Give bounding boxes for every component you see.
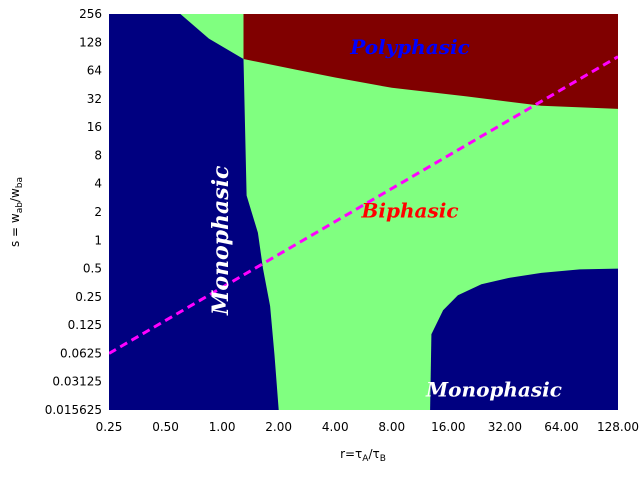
x-tick-label: 4.00	[322, 420, 349, 434]
y-tick-label: 64	[87, 64, 102, 78]
y-tick-label: 32	[87, 92, 102, 106]
region-monophasic-left	[109, 14, 279, 410]
region-label-polyphasic-2: Polyphasic	[349, 35, 470, 59]
region-label-monophasic-0: Monophasic	[208, 165, 234, 316]
y-tick-label: 256	[79, 7, 102, 21]
y-tick-label: 4	[94, 177, 102, 191]
x-tick-label: 2.00	[265, 420, 292, 434]
y-tick-label: 16	[87, 120, 102, 134]
x-tick-label: 8.00	[378, 420, 405, 434]
region-label-monophasic-3: Monophasic	[425, 377, 562, 401]
y-tick-label: 1	[94, 233, 102, 247]
y-tick-label: 8	[94, 148, 102, 162]
y-axis-label: s = wab/wba	[8, 177, 25, 247]
y-tick-label: 0.03125	[52, 375, 102, 389]
y-tick-label: 0.0625	[60, 346, 102, 360]
x-tick-label: 64.00	[544, 420, 578, 434]
y-tick-label: 0.5	[83, 262, 102, 276]
region-polyphasic	[243, 14, 618, 109]
x-tick-label: 0.25	[96, 420, 123, 434]
x-tick-label: 16.00	[431, 420, 465, 434]
x-tick-label: 128.00	[597, 420, 639, 434]
x-tick-label: 1.00	[209, 420, 236, 434]
region-label-biphasic-1: Biphasic	[360, 199, 458, 223]
x-tick-label: 0.50	[152, 420, 179, 434]
y-tick-label: 0.125	[68, 318, 102, 332]
x-axis-label: r=τA/τB	[340, 447, 386, 464]
y-tick-label: 128	[79, 35, 102, 49]
y-tick-label: 0.25	[75, 290, 102, 304]
y-tick-label: 0.015625	[45, 403, 102, 417]
y-tick-label: 2	[94, 205, 102, 219]
x-tick-label: 32.00	[488, 420, 522, 434]
diagonal-reference-line	[109, 55, 618, 355]
region-monophasic-right	[430, 268, 618, 410]
